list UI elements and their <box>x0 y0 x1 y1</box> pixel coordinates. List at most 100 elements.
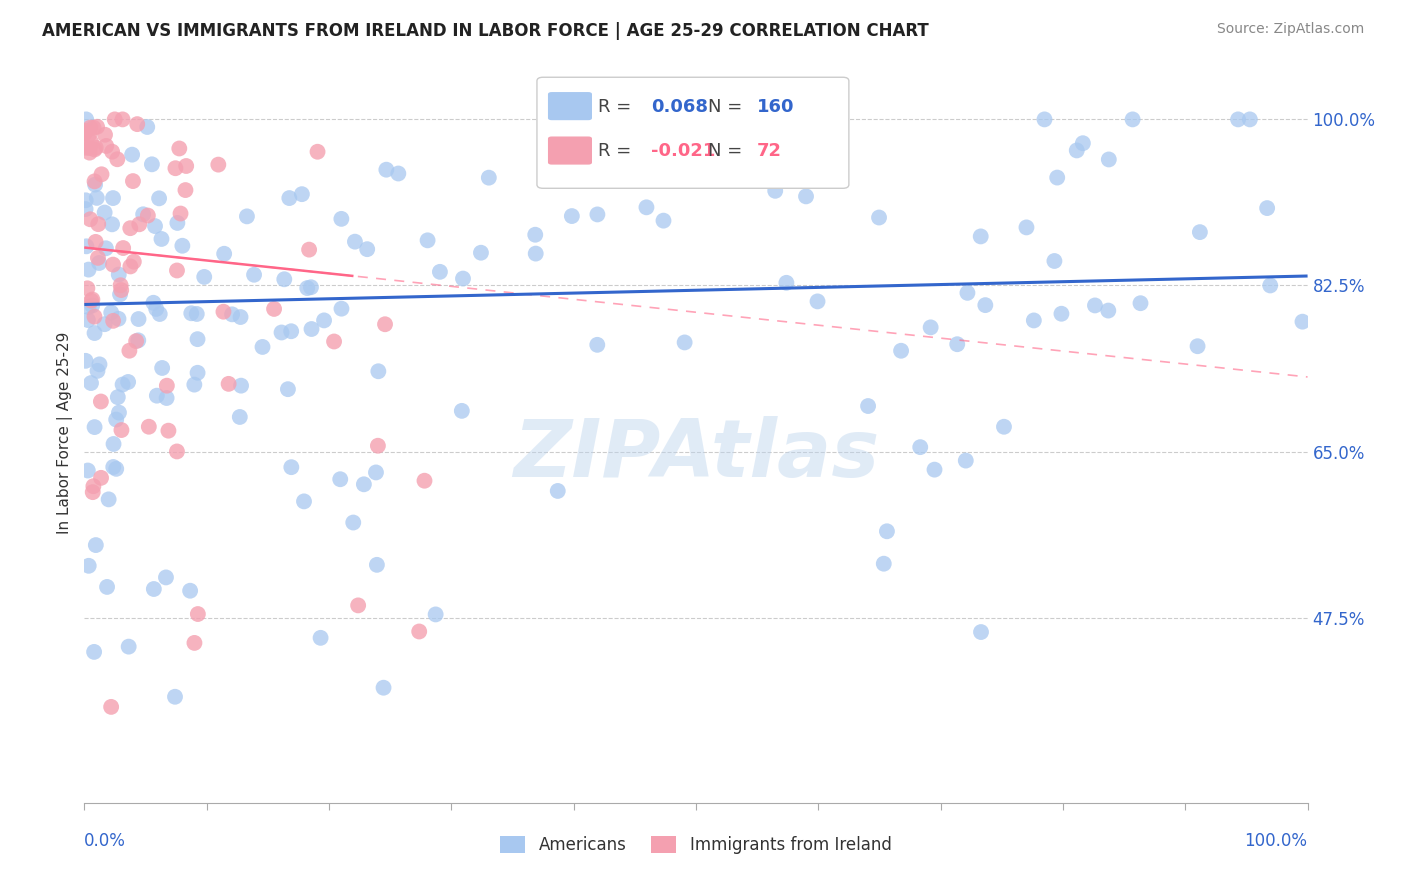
Point <box>280 324 302 338</box>
Point <box>107 268 129 282</box>
Point <box>561 209 583 223</box>
Point <box>145 301 167 316</box>
Point <box>90 394 112 409</box>
Point <box>278 191 301 205</box>
Point <box>775 276 797 290</box>
Point <box>1188 225 1211 239</box>
Point <box>179 583 201 598</box>
Point <box>252 340 274 354</box>
Text: N =: N = <box>709 143 748 161</box>
Point <box>873 557 896 571</box>
Point <box>79 145 101 160</box>
Text: -0.021: -0.021 <box>651 143 716 161</box>
Point <box>77 262 100 277</box>
Point <box>524 227 547 242</box>
Point <box>1015 220 1038 235</box>
Point <box>718 153 741 168</box>
FancyBboxPatch shape <box>548 92 592 120</box>
Point <box>425 607 447 622</box>
Point <box>108 287 131 301</box>
Point <box>169 206 191 220</box>
Point <box>183 377 205 392</box>
Point <box>1256 201 1278 215</box>
Text: 160: 160 <box>758 98 794 116</box>
Point <box>100 699 122 714</box>
Point <box>101 314 124 328</box>
Point <box>84 538 107 552</box>
Point <box>1050 307 1073 321</box>
Point <box>83 120 105 135</box>
Point <box>955 453 977 467</box>
Point <box>138 419 160 434</box>
Point <box>1258 278 1281 293</box>
Point <box>236 210 259 224</box>
Point <box>87 251 110 265</box>
Point <box>77 300 100 314</box>
Point <box>121 147 143 161</box>
Point <box>364 466 387 480</box>
Point <box>93 205 115 219</box>
Point <box>353 477 375 491</box>
Text: 100.0%: 100.0% <box>1244 832 1308 850</box>
Point <box>307 145 329 159</box>
Point <box>186 332 208 346</box>
Point <box>77 313 100 327</box>
Point <box>1291 315 1313 329</box>
Point <box>229 378 252 392</box>
Point <box>101 191 124 205</box>
Point <box>86 364 108 378</box>
Point <box>82 479 104 493</box>
Point <box>163 690 186 704</box>
Point <box>1066 144 1088 158</box>
Point <box>79 141 101 155</box>
Point <box>165 161 187 176</box>
Point <box>166 216 188 230</box>
Point <box>186 307 208 321</box>
Point <box>80 135 103 149</box>
Point <box>155 391 177 405</box>
Point <box>763 184 786 198</box>
Point <box>143 219 166 233</box>
Point <box>876 524 898 539</box>
Point <box>96 580 118 594</box>
Point <box>128 312 150 326</box>
Point <box>90 471 112 485</box>
Text: 72: 72 <box>758 143 782 161</box>
Point <box>75 194 97 208</box>
Text: N =: N = <box>709 98 748 116</box>
Point <box>1187 339 1209 353</box>
Point <box>86 120 108 134</box>
FancyBboxPatch shape <box>548 136 592 165</box>
Point <box>94 128 117 142</box>
Point <box>148 191 170 205</box>
Point <box>97 492 120 507</box>
Point <box>270 326 292 340</box>
Point <box>105 412 128 426</box>
Point <box>754 119 776 133</box>
Point <box>374 318 396 332</box>
Point <box>120 221 142 235</box>
Point <box>970 229 993 244</box>
Point <box>651 169 673 183</box>
Point <box>111 377 134 392</box>
Point <box>104 112 127 127</box>
Y-axis label: In Labor Force | Age 25-29: In Labor Force | Age 25-29 <box>58 332 73 533</box>
Point <box>910 440 932 454</box>
Point <box>1227 112 1250 127</box>
Point <box>413 474 436 488</box>
Point <box>366 558 388 572</box>
Point <box>856 399 879 413</box>
Point <box>83 645 105 659</box>
Point <box>291 187 314 202</box>
Point <box>84 178 107 192</box>
Point <box>83 143 105 157</box>
Point <box>478 170 501 185</box>
Point <box>101 217 124 231</box>
Point <box>75 202 97 216</box>
Point <box>117 375 139 389</box>
Point <box>142 295 165 310</box>
Point <box>1084 298 1107 312</box>
Point <box>111 112 134 127</box>
Text: 0.0%: 0.0% <box>84 832 127 850</box>
Point <box>125 334 148 348</box>
